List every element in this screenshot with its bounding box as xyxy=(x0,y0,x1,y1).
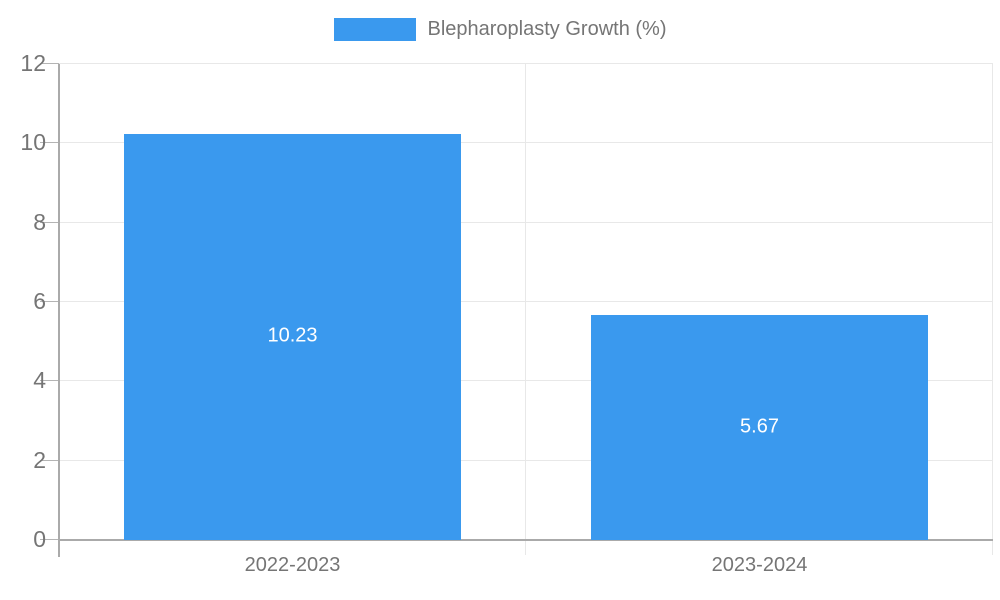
y-axis-label: 12 xyxy=(20,50,46,76)
bar: 5.67 xyxy=(591,315,928,540)
y-axis-label: 8 xyxy=(33,208,46,235)
y-axis-tick xyxy=(40,221,59,223)
y-axis-label: 4 xyxy=(33,367,46,394)
y-axis-label: 6 xyxy=(33,288,46,314)
bar-value-label: 10.23 xyxy=(267,324,318,347)
y-axis-tick xyxy=(40,301,59,302)
gridline-horizontal xyxy=(59,221,993,223)
y-axis-label: 10 xyxy=(20,129,46,156)
gridline-horizontal xyxy=(59,459,993,461)
legend: Blepharoplasty Growth (%) xyxy=(0,18,1000,41)
bar: 10.23 xyxy=(124,134,461,540)
x-axis-line xyxy=(59,539,993,541)
gridline-vertical xyxy=(525,64,526,555)
gridline-horizontal xyxy=(59,380,993,382)
gridline-horizontal xyxy=(59,63,993,64)
legend-swatch xyxy=(333,18,416,41)
legend-label: Blepharoplasty Growth (%) xyxy=(427,18,667,40)
gridline-vertical xyxy=(992,64,993,555)
y-axis-tick xyxy=(40,380,59,382)
gridline-horizontal xyxy=(59,301,993,302)
plot-area: 0 2 4 6 8 10 12 10.23 2022-2023 5.67 2023-2024 xyxy=(20,50,993,576)
y-axis-tick xyxy=(40,459,59,461)
y-axis-tick xyxy=(40,63,59,64)
bar-value-label: 5.67 xyxy=(740,414,779,437)
y-axis-line xyxy=(58,64,60,557)
y-axis-tick xyxy=(40,539,59,540)
y-axis-label: 2 xyxy=(33,446,46,473)
gridline-horizontal xyxy=(59,142,993,144)
y-axis-tick xyxy=(40,142,59,144)
y-axis-label: 0 xyxy=(33,526,46,552)
x-axis-label: 2022-2023 xyxy=(244,554,341,576)
x-axis-label: 2023-2024 xyxy=(711,554,808,576)
